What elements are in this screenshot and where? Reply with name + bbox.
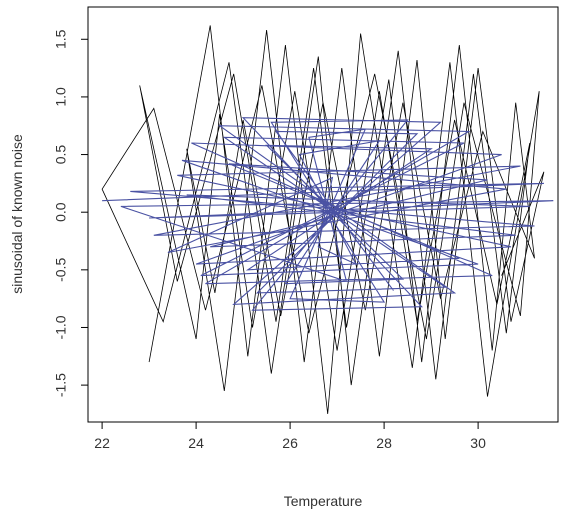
- plot-frame: [87, 6, 559, 423]
- x-tick-label: 30: [470, 435, 486, 451]
- x-tick-label: 26: [282, 435, 298, 451]
- y-tick-label: 0.0: [53, 202, 69, 222]
- x-tick-label: 28: [376, 435, 392, 451]
- x-axis-title: Temperature: [284, 493, 363, 509]
- series-line-blue: [102, 117, 554, 311]
- x-axis: 22 24 26 28 30: [94, 422, 486, 451]
- y-tick-label: -1.5: [53, 373, 69, 397]
- y-tick-label: 1.5: [53, 29, 69, 49]
- series-line-black: [101, 25, 545, 414]
- x-tick-label: 22: [94, 435, 110, 451]
- y-axis: -1.5 -1.0 -0.5 0.0 0.5 1.0 1.5: [53, 29, 88, 397]
- y-tick-label: 1.0: [53, 87, 69, 107]
- y-tick-label: 0.5: [53, 145, 69, 165]
- y-axis-title: sinusoidal of known noise: [9, 134, 25, 294]
- y-tick-label: -1.0: [53, 315, 69, 339]
- x-tick-label: 24: [188, 435, 204, 451]
- y-tick-label: -0.5: [53, 258, 69, 282]
- series-layer: [101, 25, 554, 414]
